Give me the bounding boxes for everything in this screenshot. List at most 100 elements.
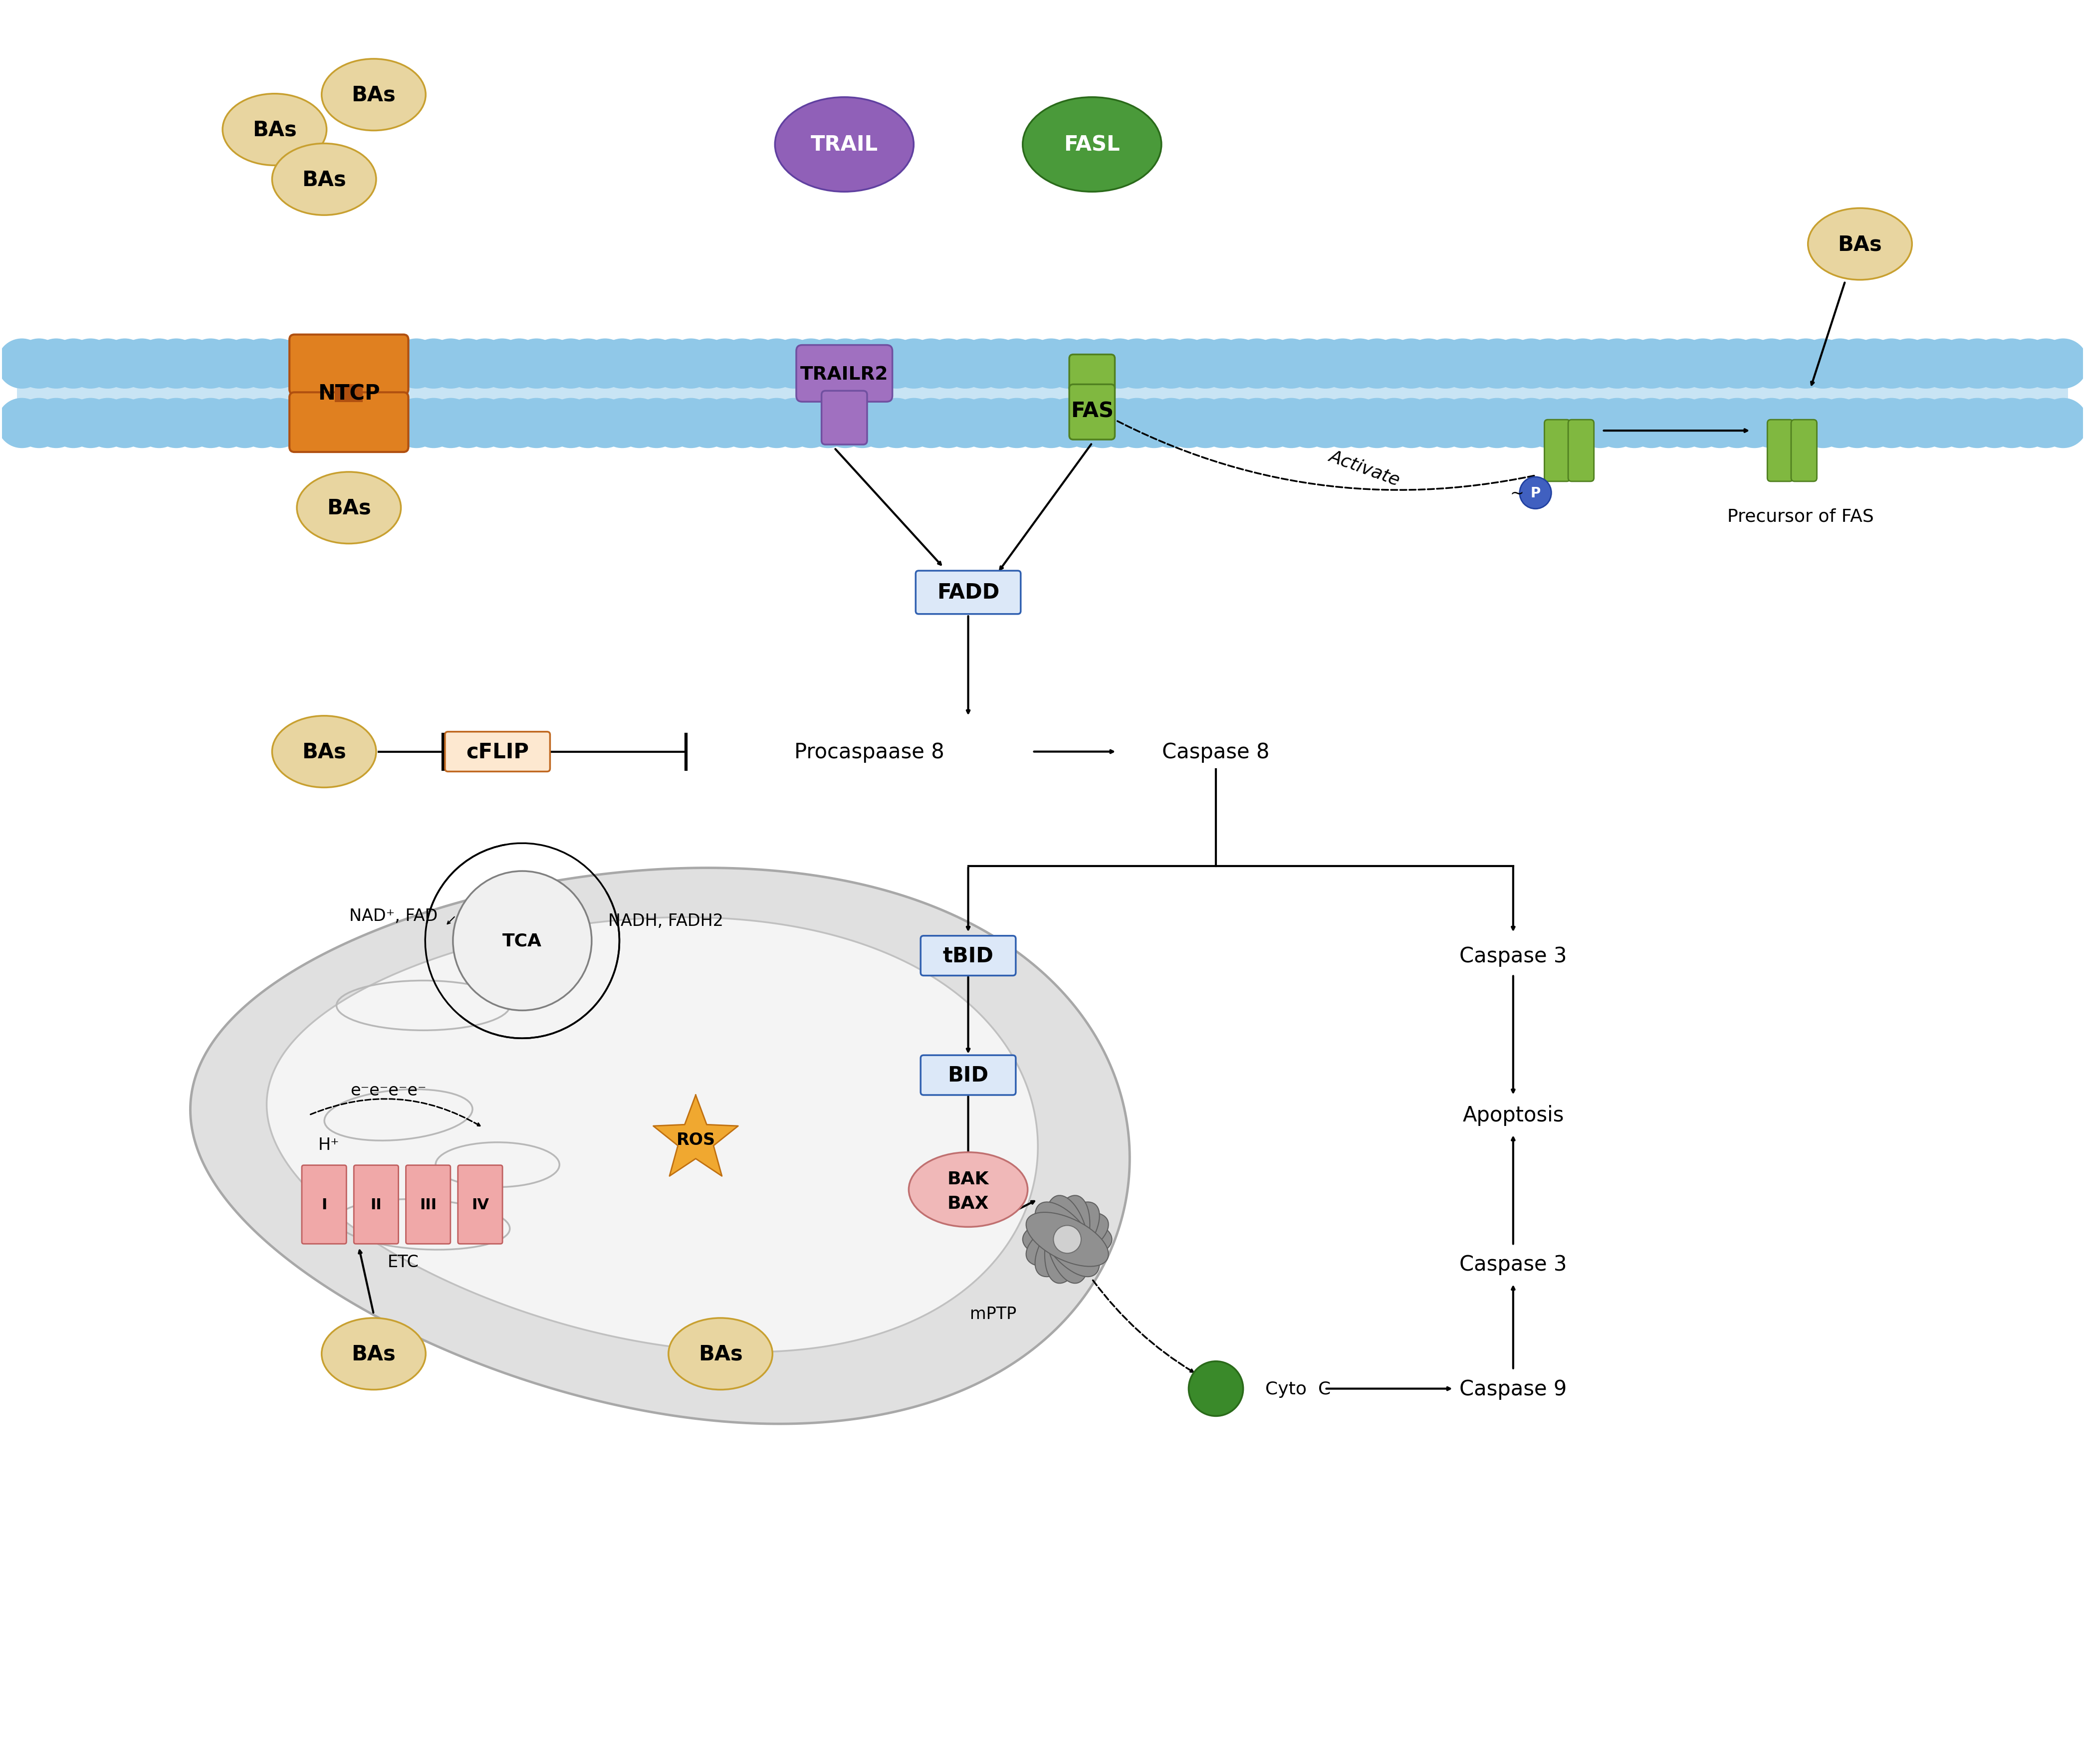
Circle shape: [1643, 399, 1693, 448]
Text: Apoptosis: Apoptosis: [1462, 1104, 1564, 1125]
Circle shape: [1111, 339, 1161, 390]
Polygon shape: [190, 868, 1130, 1424]
Circle shape: [254, 339, 304, 390]
Ellipse shape: [1045, 1196, 1090, 1284]
Ellipse shape: [321, 60, 425, 131]
Circle shape: [288, 339, 338, 390]
Circle shape: [1232, 339, 1282, 390]
Circle shape: [1061, 339, 1111, 390]
Circle shape: [271, 339, 321, 390]
Circle shape: [1610, 339, 1660, 390]
Circle shape: [1455, 339, 1505, 390]
Circle shape: [494, 399, 544, 448]
Ellipse shape: [909, 1152, 1028, 1228]
Circle shape: [940, 399, 990, 448]
Circle shape: [1541, 339, 1591, 390]
FancyBboxPatch shape: [821, 392, 867, 445]
Circle shape: [461, 399, 511, 448]
Text: ~: ~: [1510, 485, 1524, 501]
Circle shape: [717, 339, 767, 390]
Circle shape: [1489, 339, 1539, 390]
Circle shape: [1678, 339, 1728, 390]
Circle shape: [786, 399, 836, 448]
Circle shape: [974, 399, 1024, 448]
Circle shape: [530, 399, 580, 448]
Text: BAs: BAs: [302, 169, 346, 191]
Circle shape: [1797, 399, 1847, 448]
Circle shape: [1147, 339, 1197, 390]
Text: H⁺: H⁺: [319, 1136, 340, 1154]
Circle shape: [1712, 339, 1762, 390]
FancyBboxPatch shape: [922, 937, 1015, 975]
Circle shape: [1952, 339, 2002, 390]
Circle shape: [425, 399, 475, 448]
Circle shape: [1301, 399, 1351, 448]
Circle shape: [803, 339, 853, 390]
Circle shape: [734, 399, 784, 448]
Circle shape: [819, 339, 869, 390]
FancyBboxPatch shape: [290, 393, 409, 452]
Circle shape: [1902, 399, 1952, 448]
Circle shape: [1111, 399, 1161, 448]
Circle shape: [1524, 339, 1574, 390]
Circle shape: [1833, 399, 1883, 448]
Text: Caspase 8: Caspase 8: [1161, 741, 1270, 762]
Text: e⁻e⁻e⁻e⁻: e⁻e⁻e⁻e⁻: [350, 1081, 427, 1099]
Circle shape: [974, 339, 1024, 390]
Circle shape: [1541, 399, 1591, 448]
Circle shape: [665, 339, 715, 390]
Text: ROS: ROS: [676, 1132, 715, 1148]
Circle shape: [769, 339, 819, 390]
Circle shape: [152, 399, 202, 448]
Circle shape: [1420, 339, 1470, 390]
Ellipse shape: [1034, 1201, 1099, 1277]
Circle shape: [1472, 339, 1522, 390]
Text: Caspase 3: Caspase 3: [1459, 1254, 1568, 1275]
Text: BAs: BAs: [302, 741, 346, 762]
Circle shape: [1557, 399, 1608, 448]
Circle shape: [1188, 1362, 1243, 1416]
Text: P: P: [1530, 487, 1541, 501]
Circle shape: [238, 399, 288, 448]
Circle shape: [1351, 339, 1401, 390]
FancyBboxPatch shape: [915, 572, 1022, 614]
Circle shape: [1797, 339, 1847, 390]
Circle shape: [238, 339, 288, 390]
Circle shape: [1128, 399, 1178, 448]
Circle shape: [1505, 399, 1555, 448]
Circle shape: [323, 399, 373, 448]
Ellipse shape: [1045, 1196, 1090, 1284]
Text: TRAILR2: TRAILR2: [801, 365, 888, 385]
Circle shape: [340, 339, 390, 390]
Circle shape: [563, 339, 613, 390]
Circle shape: [169, 339, 219, 390]
Circle shape: [306, 399, 357, 448]
Circle shape: [580, 339, 630, 390]
FancyBboxPatch shape: [1070, 385, 1115, 439]
Ellipse shape: [223, 93, 327, 166]
Circle shape: [306, 339, 357, 390]
Circle shape: [202, 339, 252, 390]
Text: Procaspaase 8: Procaspaase 8: [794, 741, 945, 762]
Circle shape: [1816, 339, 1866, 390]
Circle shape: [1849, 399, 1899, 448]
Circle shape: [924, 339, 974, 390]
Text: BAs: BAs: [698, 1344, 742, 1364]
Circle shape: [219, 339, 269, 390]
Circle shape: [0, 339, 46, 390]
FancyBboxPatch shape: [407, 1166, 450, 1244]
Circle shape: [1610, 399, 1660, 448]
Text: cFLIP: cFLIP: [467, 741, 530, 762]
Text: NADH, FADH2: NADH, FADH2: [609, 912, 723, 930]
Circle shape: [1866, 339, 1916, 390]
Circle shape: [323, 339, 373, 390]
Circle shape: [511, 339, 561, 390]
Circle shape: [596, 339, 646, 390]
Circle shape: [169, 399, 219, 448]
FancyBboxPatch shape: [444, 732, 550, 773]
Text: TRAIL: TRAIL: [811, 134, 878, 155]
Circle shape: [288, 399, 338, 448]
Text: Activate: Activate: [1326, 448, 1403, 489]
Circle shape: [957, 399, 1007, 448]
Circle shape: [1678, 399, 1728, 448]
